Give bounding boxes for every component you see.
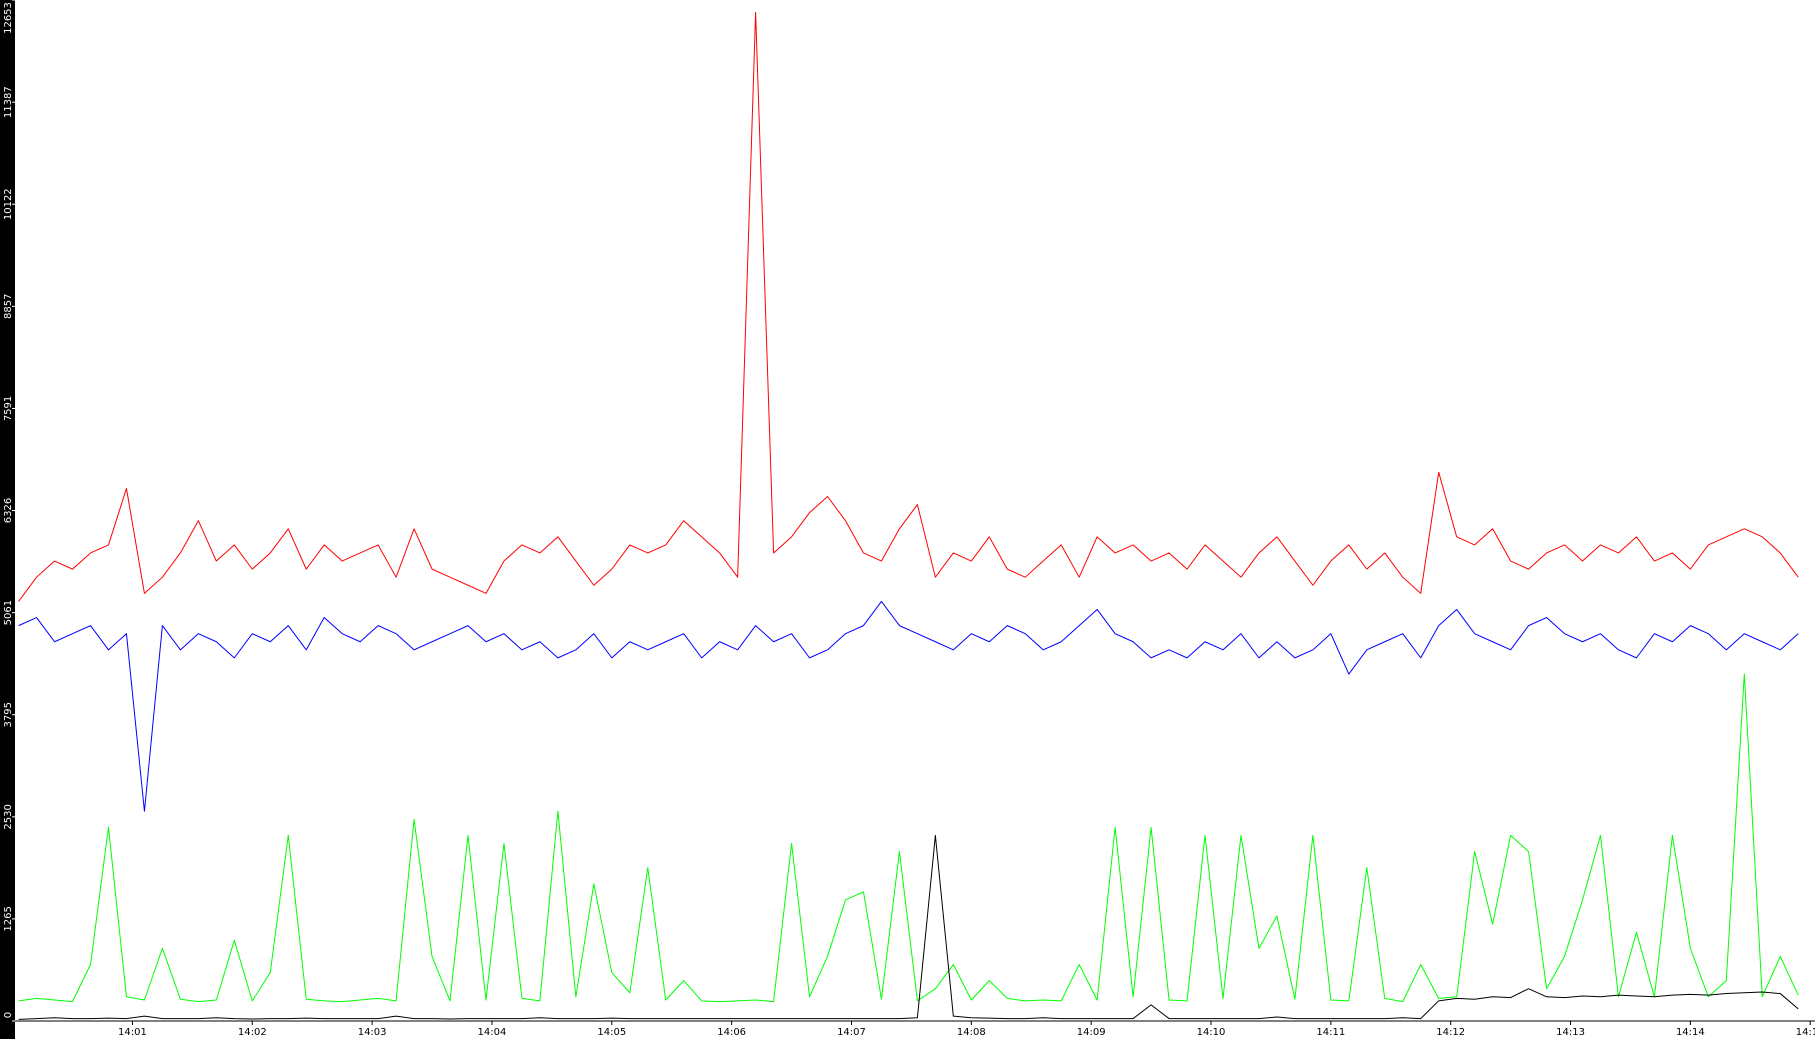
series-line xyxy=(18,11,1799,602)
y-tick-label: 8857 xyxy=(3,294,14,319)
y-tick-label: 12653 xyxy=(3,2,14,34)
y-tick-label: 0 xyxy=(3,1012,14,1018)
x-tick-label: 14:02 xyxy=(238,1027,267,1038)
x-tick-label: 14:03 xyxy=(358,1027,387,1038)
y-tick-label: 7591 xyxy=(3,396,14,421)
x-tick-label: 14:09 xyxy=(1077,1027,1106,1038)
y-tick-label: 6326 xyxy=(3,498,14,523)
y-tick-label: 2530 xyxy=(3,804,14,829)
y-tick-label: 3795 xyxy=(3,702,14,727)
series-line xyxy=(18,600,1799,812)
x-tick-label: 14:12 xyxy=(1436,1027,1465,1038)
y-tick-label: 5061 xyxy=(3,600,14,625)
x-tick-label: 14:06 xyxy=(717,1027,746,1038)
x-tick-label: 14:04 xyxy=(478,1027,507,1038)
x-tick-label: 14:10 xyxy=(1197,1027,1226,1038)
x-tick-label: 14:15 xyxy=(1796,1027,1815,1038)
x-tick-label: 14:11 xyxy=(1316,1027,1345,1038)
y-tick-label: 11387 xyxy=(3,86,14,118)
x-tick-label: 14:07 xyxy=(837,1027,866,1038)
x-tick-label: 14:08 xyxy=(957,1027,986,1038)
x-tick-label: 14:13 xyxy=(1556,1027,1585,1038)
x-tick-label: 14:05 xyxy=(597,1027,626,1038)
series-line xyxy=(18,673,1799,1003)
y-tick-label: 1265 xyxy=(3,906,14,931)
y-tick-label: 10122 xyxy=(3,188,14,220)
x-tick-label: 14:14 xyxy=(1676,1027,1705,1038)
y-axis-strip xyxy=(0,0,15,1039)
x-tick-label: 14:01 xyxy=(118,1027,147,1038)
series-line xyxy=(18,834,1799,1020)
